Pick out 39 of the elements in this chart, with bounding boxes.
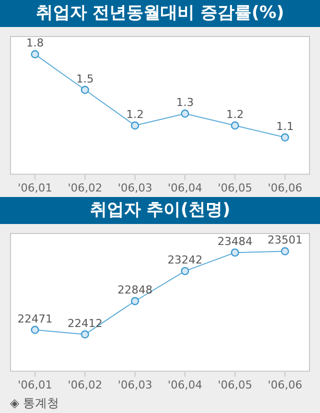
x-tick-label: '06,06 bbox=[268, 378, 302, 392]
point bbox=[130, 297, 140, 306]
data-label: 22412 bbox=[68, 316, 102, 330]
data-label: 1.8 bbox=[26, 36, 44, 50]
point bbox=[130, 121, 140, 130]
data-label: 1.2 bbox=[126, 108, 144, 121]
x-tick-label: '06,02 bbox=[68, 181, 102, 194]
point bbox=[280, 133, 290, 142]
data-label: 1.1 bbox=[276, 120, 294, 133]
x-tick-label: '06,06 bbox=[268, 181, 302, 194]
point bbox=[180, 266, 190, 276]
chart-title: 취업자 추이(천명) bbox=[0, 197, 320, 224]
data-label: 1.5 bbox=[76, 72, 94, 86]
x-tick-label: '06,03 bbox=[118, 378, 152, 392]
x-tick-label: '06,03 bbox=[118, 181, 152, 194]
x-tick-label: '06,02 bbox=[68, 378, 102, 392]
x-tick-label: '06,04 bbox=[168, 181, 202, 194]
data-label: 23242 bbox=[168, 253, 202, 266]
point bbox=[180, 110, 190, 118]
data-label: 22471 bbox=[18, 312, 52, 326]
point bbox=[280, 247, 290, 256]
x-tick-label: '06,01 bbox=[18, 378, 52, 392]
point bbox=[230, 248, 240, 257]
point bbox=[30, 50, 40, 58]
x-tick-label: '06,01 bbox=[18, 181, 52, 194]
point bbox=[230, 121, 240, 130]
data-label: 23501 bbox=[268, 234, 302, 247]
x-tick-label: '06,05 bbox=[218, 378, 252, 392]
point bbox=[80, 86, 90, 94]
x-tick-label: '06,04 bbox=[168, 378, 202, 392]
chart-title: 취업자 전년동월대비 증감률(%) bbox=[0, 0, 320, 27]
data-label: 1.2 bbox=[226, 108, 244, 121]
data-label: 23484 bbox=[218, 234, 252, 248]
point bbox=[30, 326, 40, 334]
x-tick-label: '06,05 bbox=[218, 181, 252, 194]
data-label: 22848 bbox=[118, 283, 152, 296]
data-label: 1.3 bbox=[176, 96, 194, 110]
text: ◈ 통계청 bbox=[9, 395, 60, 412]
point bbox=[80, 330, 90, 338]
